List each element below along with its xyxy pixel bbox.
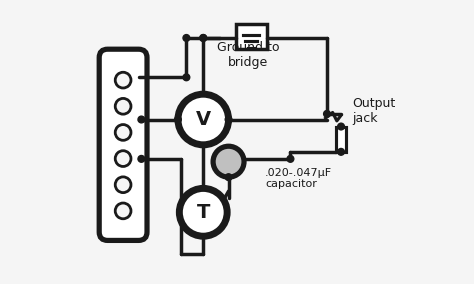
Circle shape (115, 99, 131, 114)
Circle shape (337, 149, 345, 155)
Circle shape (138, 116, 145, 123)
Text: V: V (196, 110, 211, 129)
Circle shape (178, 94, 228, 145)
Circle shape (324, 110, 330, 117)
Circle shape (115, 72, 131, 88)
Circle shape (115, 203, 131, 219)
Circle shape (115, 125, 131, 140)
Circle shape (200, 35, 207, 41)
Circle shape (138, 156, 145, 162)
Circle shape (183, 35, 190, 41)
FancyBboxPatch shape (99, 49, 147, 241)
Circle shape (115, 177, 131, 193)
Circle shape (287, 156, 294, 162)
Circle shape (183, 74, 190, 81)
Circle shape (337, 123, 345, 130)
Circle shape (179, 188, 227, 236)
Circle shape (174, 116, 182, 123)
Circle shape (213, 146, 244, 177)
Circle shape (115, 151, 131, 166)
Circle shape (225, 116, 232, 123)
Text: Output
jack: Output jack (352, 97, 395, 125)
Text: Ground to
bridge: Ground to bridge (217, 41, 280, 69)
Circle shape (225, 174, 232, 181)
Text: .020-.047μF
capacitor: .020-.047μF capacitor (265, 168, 332, 189)
FancyBboxPatch shape (236, 24, 266, 49)
Circle shape (200, 35, 207, 41)
Text: T: T (197, 203, 210, 222)
Bar (336, 127, 346, 152)
